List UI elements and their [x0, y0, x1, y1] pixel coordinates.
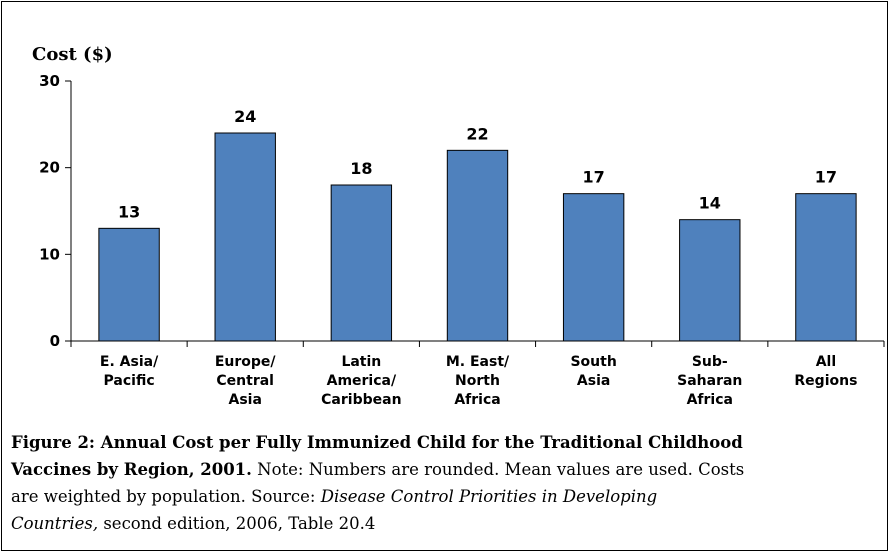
- y-tick-label-3: 30: [39, 72, 60, 90]
- category-label-1-line-0: Europe/: [215, 354, 277, 370]
- figure-caption: Figure 2: Annual Cost per Fully Immunize…: [11, 429, 887, 537]
- data-label-2: 18: [350, 159, 372, 178]
- caption-line-2-rest: Note: Numbers are rounded. Mean values a…: [251, 460, 745, 479]
- category-label-3: M. East/North Africa: [446, 354, 510, 408]
- category-label-3-line-1: North: [455, 373, 500, 389]
- y-tick-label-0: 0: [50, 332, 60, 350]
- caption-line-3-italic: Disease Control Priorities in Developing: [320, 487, 658, 506]
- caption-line-3-a: are weighted by population. Source:: [11, 487, 321, 506]
- category-label-2-line-0: Latin: [341, 354, 381, 370]
- category-label-1-line-1: Central: [216, 373, 274, 389]
- caption-line-4: Countries, second edition, 2006, Table 2…: [11, 510, 887, 537]
- bars: [98, 132, 857, 342]
- bar-chart: Cost ($) 0 10 20 30 13 24 18 22 17 14 17 E. Asia/…: [32, 44, 885, 408]
- caption-line-1: Figure 2: Annual Cost per Fully Immunize…: [11, 433, 743, 452]
- category-label-5-line-2: Africa: [687, 392, 733, 408]
- axes: 0 10 20 30: [39, 72, 885, 350]
- category-label-1-line-2: Asia: [229, 392, 262, 408]
- caption-line-4-rest: second edition, 2006, Table 20.4: [98, 514, 376, 533]
- category-labels: E. Asia/Pacific Europe/Central Asia Latin Am…: [100, 354, 858, 408]
- category-label-4-line-0: South: [570, 354, 616, 370]
- bar-2: [330, 184, 393, 342]
- data-label-1: 24: [234, 107, 256, 126]
- category-label-3-line-0: M. East/: [446, 354, 510, 370]
- category-label-5-line-0: Sub-: [692, 354, 728, 370]
- category-label-6-line-0: All: [816, 354, 836, 370]
- y-tick-label-1: 10: [39, 245, 60, 263]
- category-label-2: Latin America/Caribbean: [321, 354, 401, 408]
- category-label-3-line-2: Africa: [454, 392, 500, 408]
- category-label-0-line-0: E. Asia/: [100, 354, 159, 370]
- category-label-0: E. Asia/Pacific: [100, 354, 159, 389]
- category-label-0-line-1: Pacific: [104, 373, 155, 389]
- category-label-1: Europe/Central Asia: [215, 354, 277, 408]
- category-label-2-line-1: America/: [327, 373, 397, 389]
- category-label-6: All Regions: [794, 354, 857, 389]
- category-label-2-line-2: Caribbean: [321, 392, 401, 408]
- caption-line-2: Vaccines by Region, 2001. Note: Numbers …: [11, 456, 887, 483]
- category-label-4-line-1: Asia: [577, 373, 610, 389]
- bar-0: [98, 227, 160, 342]
- category-label-6-line-1: Regions: [794, 373, 857, 389]
- caption-line-3: are weighted by population. Source: Dise…: [11, 483, 887, 510]
- data-label-6: 17: [815, 168, 837, 187]
- category-label-5: Sub- Saharan Africa: [677, 354, 742, 408]
- bar-6: [795, 193, 857, 342]
- bar-4: [562, 193, 625, 342]
- data-label-4: 17: [583, 168, 605, 187]
- data-label-3: 22: [466, 124, 488, 143]
- bar-1: [214, 132, 276, 342]
- data-label-0: 13: [118, 202, 140, 221]
- category-label-5-line-1: Saharan: [677, 373, 742, 389]
- data-label-5: 14: [699, 194, 721, 213]
- y-tick-label-2: 20: [39, 159, 60, 177]
- caption-line-4-italic: Countries,: [11, 514, 99, 533]
- bar-5: [679, 219, 741, 342]
- caption-line-2-bold: Vaccines by Region, 2001.: [11, 460, 252, 479]
- data-labels: 13 24 18 22 17 14 17: [118, 107, 837, 221]
- category-label-4: South Asia: [570, 354, 616, 389]
- bar-3: [446, 149, 509, 342]
- y-axis-label: Cost ($): [32, 44, 113, 65]
